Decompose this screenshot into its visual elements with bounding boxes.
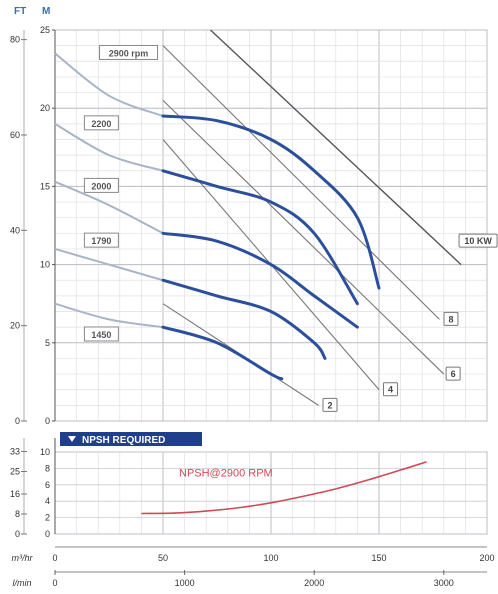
npsh-title: NPSH REQUIRED — [82, 435, 165, 446]
ft-tick-label: 0 — [15, 416, 20, 426]
pump-curve-faded — [54, 52, 164, 117]
ft-unit-label: FT — [14, 6, 26, 17]
x2-tick-label: 0 — [52, 578, 57, 588]
m-unit-label: M — [42, 6, 50, 17]
m-tick-label: 10 — [40, 260, 50, 270]
pump-curve-faded — [54, 180, 164, 235]
x-unit-lmin: l/min — [12, 578, 31, 588]
power-line-label: 6 — [451, 369, 456, 379]
curve-speed-label: 1790 — [91, 236, 111, 246]
triangle-down-icon — [68, 436, 76, 442]
pump-curve-faded — [54, 302, 164, 329]
npsh-m-tick-label: 0 — [45, 529, 50, 539]
m-tick-label: 0 — [45, 416, 50, 426]
npsh-m-tick-label: 4 — [45, 496, 50, 506]
m-tick-label: 20 — [40, 103, 50, 113]
x-tick-label: 0 — [52, 553, 57, 563]
power-line-label: 10 KW — [464, 236, 492, 246]
pump-curve — [161, 325, 284, 381]
ft-tick-label: 80 — [10, 35, 20, 45]
curve-label-box — [83, 232, 119, 248]
pump-curve — [161, 169, 359, 306]
npsh-ft-tick-label: 25 — [10, 467, 20, 477]
ft-tick-label: 40 — [10, 225, 20, 235]
x2-tick-label: 2000 — [304, 578, 324, 588]
curve-speed-label: 2900 rpm — [109, 48, 149, 58]
power-line — [162, 45, 440, 320]
m-tick-label: 15 — [40, 181, 50, 191]
power-label-box — [445, 366, 461, 381]
npsh-m-tick-label: 2 — [45, 513, 50, 523]
power-line-label: 8 — [448, 314, 453, 324]
npsh-title-bar — [60, 432, 202, 446]
npsh-m-tick-label: 8 — [45, 463, 50, 473]
curve-label-box — [99, 44, 159, 60]
npsh-m-tick-label: 10 — [40, 447, 50, 457]
pump-curve — [161, 231, 359, 329]
power-line — [162, 99, 445, 375]
power-label-box — [322, 397, 338, 412]
npsh-ft-tick-label: 0 — [15, 529, 20, 539]
x-tick-label: 200 — [479, 553, 494, 563]
npsh-curve-label: NPSH@2900 RPM — [179, 468, 273, 480]
x-tick-label: 150 — [371, 553, 386, 563]
pump-curve — [161, 278, 327, 360]
power-line-label: 4 — [388, 385, 393, 395]
power-line-label: 2 — [327, 400, 332, 410]
m-tick-label: 25 — [40, 25, 50, 35]
x-tick-label: 100 — [263, 553, 278, 563]
power-line — [210, 29, 462, 266]
power-label-box — [382, 382, 398, 397]
ft-tick-label: 20 — [10, 321, 20, 331]
curve-speed-label: 2000 — [91, 181, 111, 191]
pump-curve — [161, 114, 381, 290]
pump-curve-faded — [54, 247, 164, 282]
x-unit-m3hr: m³/hr — [12, 553, 34, 563]
npsh-curve — [141, 461, 427, 515]
x-tick-label: 50 — [158, 553, 168, 563]
power-label-box — [458, 233, 498, 248]
npsh-ft-tick-label: 33 — [10, 447, 20, 457]
pump-curve-faded — [54, 122, 164, 172]
curve-label-box — [83, 326, 119, 342]
curve-speed-label: 2200 — [91, 119, 111, 129]
power-label-box — [443, 311, 459, 326]
npsh-ft-tick-label: 16 — [10, 489, 20, 499]
npsh-m-tick-label: 6 — [45, 480, 50, 490]
x2-tick-label: 3000 — [434, 578, 454, 588]
m-tick-label: 5 — [45, 338, 50, 348]
npsh-ft-tick-label: 8 — [15, 509, 20, 519]
x2-tick-label: 1000 — [175, 578, 195, 588]
curve-label-box — [83, 177, 119, 193]
ft-tick-label: 60 — [10, 130, 20, 140]
curve-speed-label: 1450 — [91, 330, 111, 340]
curve-label-box — [83, 115, 119, 131]
